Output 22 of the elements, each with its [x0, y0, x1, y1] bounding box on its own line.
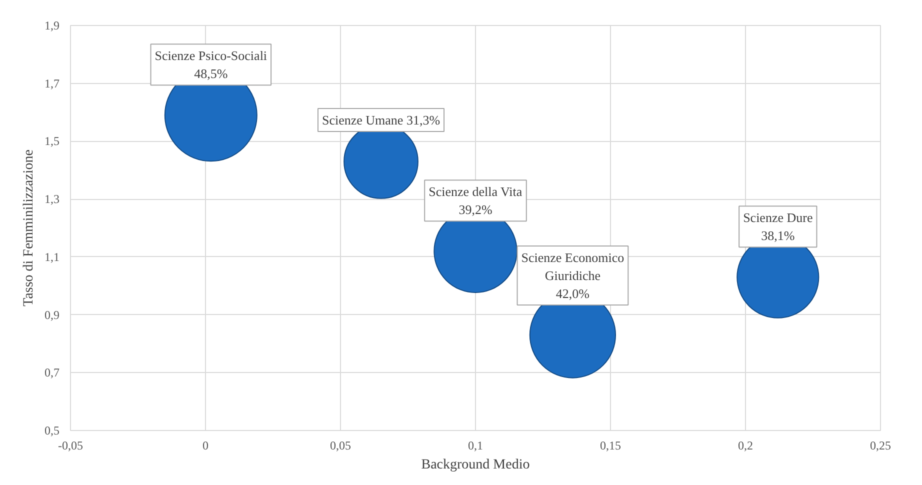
- x-tick-label: 0,2: [738, 438, 753, 452]
- x-tick-label: 0,15: [600, 438, 621, 452]
- y-tick-label: 0,5: [44, 424, 60, 438]
- annotation: Scienze Dure 38,1%: [743, 210, 813, 244]
- x-tick-label: 0: [202, 438, 208, 452]
- annotation: Scienze Psico-Sociali 48,5%: [154, 48, 268, 82]
- y-tick-label: 1,3: [44, 192, 60, 206]
- y-tick-label: 1,9: [44, 18, 60, 32]
- annotation: Scienze della Vita 39,2%: [428, 184, 522, 218]
- y-axis-title: Tasso di Femminilizzazione: [22, 150, 36, 306]
- x-tick-label: -0,05: [58, 438, 83, 452]
- x-tick-label: 0,25: [870, 438, 891, 452]
- x-axis-title: Background Medio: [421, 458, 530, 472]
- annotation: Scienze Economico Giuridiche 42,0%: [521, 250, 624, 302]
- x-tick-label: 0,05: [330, 438, 351, 452]
- y-tick-label: 1,1: [44, 250, 60, 264]
- y-tick-label: 1,5: [44, 134, 60, 148]
- y-tick-label: 1,7: [44, 76, 60, 90]
- annotation: Scienze Umane 31,3%: [322, 112, 440, 128]
- y-tick-label: 0,9: [44, 308, 60, 322]
- y-tick-label: 0,7: [44, 366, 60, 380]
- x-tick-label: 0,1: [468, 438, 483, 452]
